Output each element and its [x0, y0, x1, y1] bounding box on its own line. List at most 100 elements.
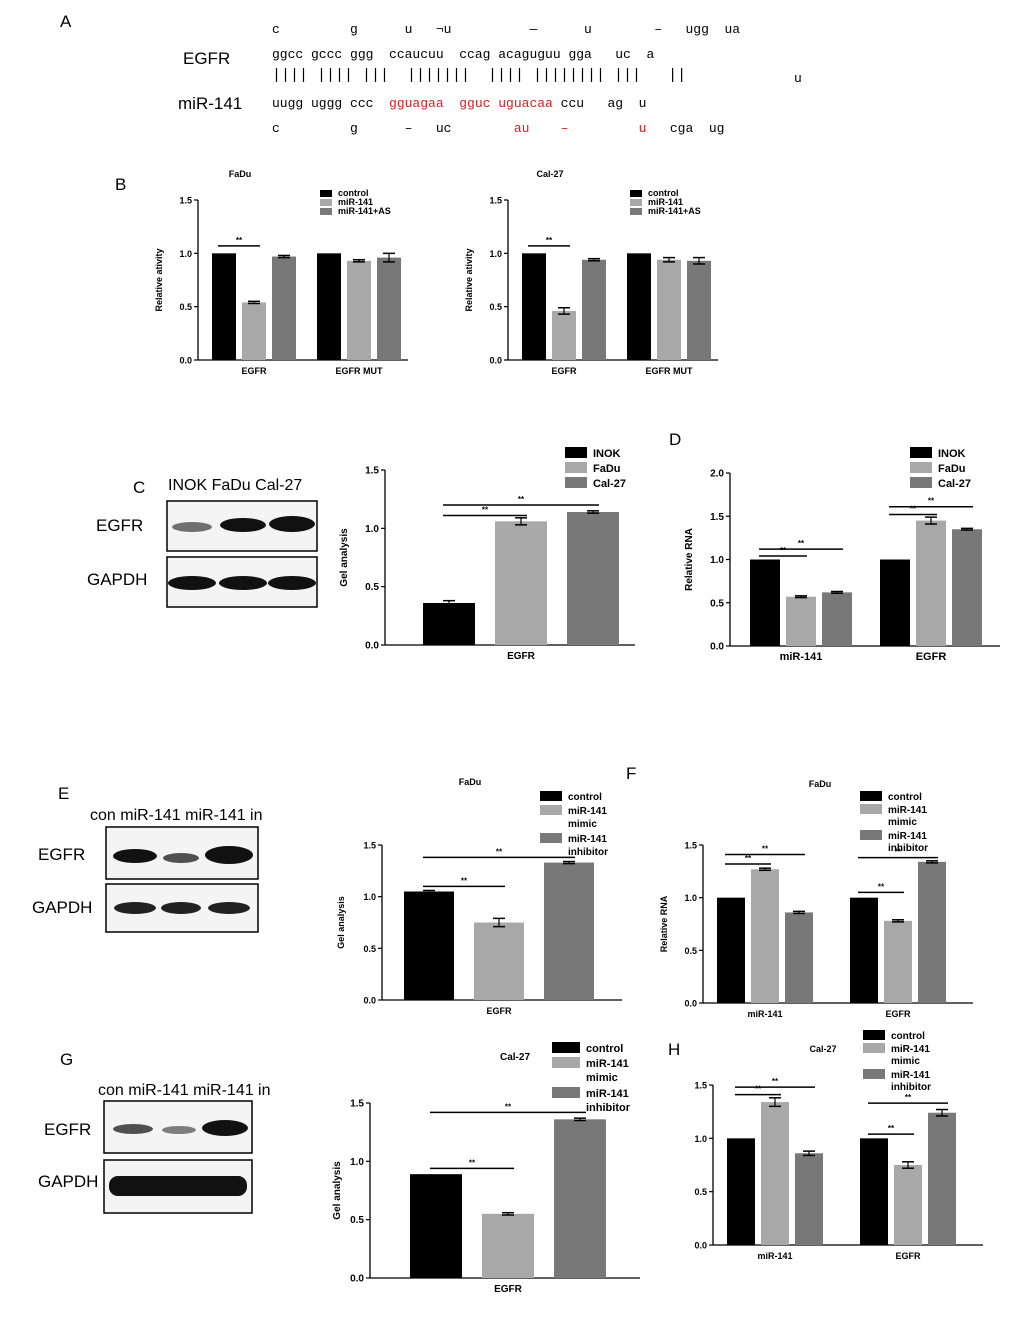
significance-label: ** [762, 844, 769, 853]
x-tick-label: miR-141 [757, 1251, 792, 1261]
y-axis-label: Gel analysis [332, 1161, 343, 1220]
legend-label: FaDu [938, 463, 966, 475]
y-tick-label: 0.5 [694, 1187, 707, 1197]
legend-swatch [565, 447, 587, 458]
x-tick-label: EGFR [885, 1009, 911, 1019]
significance-label: ** [546, 236, 553, 245]
blot-g-lane-labels: con miR-141 miR-141 in [98, 1082, 271, 1099]
legend-swatch [910, 462, 932, 473]
panel-label-h: H [668, 1040, 681, 1059]
legend-label: control [648, 188, 679, 198]
y-tick-label: 1.5 [694, 1081, 707, 1091]
y-tick-label: 0.5 [350, 1215, 364, 1226]
bar [567, 512, 619, 645]
bar [410, 1174, 462, 1278]
legend-label: control [586, 1043, 623, 1055]
legend-label: miR-141 [648, 197, 683, 207]
chart-d-rna: 0.0 0.5 1.0 1.5 2.0 Relative RNA miR-141 EGFR **… [684, 447, 1000, 663]
panel-label-b: B [115, 175, 127, 194]
legend-label: INOK [938, 448, 966, 460]
legend-swatch [565, 477, 587, 488]
bar [554, 1119, 606, 1278]
y-tick-label: 0.0 [710, 642, 724, 653]
y-axis-label: Gel analysis [339, 528, 350, 587]
bar [377, 257, 401, 360]
x-tick-label: EGFR [551, 366, 577, 376]
legend-label: control [338, 188, 369, 198]
legend-swatch [910, 447, 932, 458]
y-tick-label: 1.5 [179, 196, 192, 206]
sequence-segment: |||| |||| ||| ||||||| |||| |||||||| ||| … [272, 67, 687, 84]
legend-label: miR-141 [338, 197, 373, 207]
chart-e-gel: 0.0 0.5 1.0 1.5 Gel analysis FaDu EGFR ** ** cont… [336, 777, 622, 1016]
chart-b-fadu: 0.0 0.5 1.0 1.5 Relative ativity FaDu EGFR EGFR… [154, 169, 408, 376]
band [268, 576, 316, 590]
blot-c-egfr-label: EGFR [96, 516, 144, 535]
bar [404, 891, 454, 1000]
y-tick-label: 1.5 [489, 196, 502, 206]
legend-swatch [863, 1069, 885, 1079]
chart-title: Cal-27 [809, 1044, 836, 1054]
sequence-row-3-loop: u [794, 71, 802, 86]
significance-label: ** [236, 236, 243, 245]
y-tick-label: 1.5 [365, 466, 379, 477]
legend-label: miR-141+AS [648, 206, 701, 216]
bar [347, 260, 371, 360]
legend-swatch [630, 199, 642, 206]
legend-swatch [630, 190, 642, 197]
legend-swatch [910, 477, 932, 488]
y-tick-label: 1.0 [684, 893, 697, 903]
significance-label: ** [928, 497, 935, 506]
y-tick-label: 1.5 [363, 841, 376, 851]
bar [242, 302, 266, 360]
y-tick-label: 0.0 [489, 356, 502, 366]
significance-label: ** [518, 495, 525, 504]
band [220, 518, 266, 532]
chart-title: Cal-27 [536, 169, 563, 179]
legend-swatch [320, 199, 332, 206]
significance-label: ** [745, 854, 752, 863]
legend-label: Cal-27 [593, 478, 626, 490]
panel-label-a: A [60, 12, 72, 31]
y-axis-label: Relative RNA [659, 895, 669, 952]
legend-swatch [552, 1042, 580, 1053]
legend-label: FaDu [593, 463, 621, 475]
sequence-row-1: c g u ¬u — u – ugg ua [272, 22, 740, 37]
significance-label: ** [888, 1124, 895, 1133]
panel-label-d: D [669, 430, 682, 449]
y-tick-label: 1.5 [350, 1099, 364, 1110]
legend-swatch [540, 791, 562, 801]
chart-title: FaDu [459, 777, 482, 787]
legend-label: miR-141 inhibitor [891, 1070, 931, 1093]
bar [928, 1112, 956, 1245]
legend-swatch [552, 1057, 580, 1068]
bar [212, 253, 236, 360]
bar [687, 260, 711, 360]
bar [482, 1213, 534, 1278]
legend-swatch [630, 208, 642, 215]
sequence-segment: ggcc gccc ggg ccaucuu ccag acaguguu gga … [272, 47, 655, 62]
sequence-segment: gguagaa gguc uguacaa [389, 96, 553, 111]
bar [795, 1153, 823, 1245]
band [168, 576, 216, 590]
legend-label: INOK [593, 448, 621, 460]
bar [582, 259, 606, 360]
significance-label: ** [505, 1102, 512, 1111]
band [269, 516, 315, 532]
significance-label: ** [496, 847, 503, 856]
x-tick-label: EGFR MUT [646, 366, 693, 376]
bar [423, 603, 475, 645]
panel-label-c: C [133, 478, 146, 497]
blot-c-image [166, 500, 318, 608]
x-tick-label: EGFR [494, 1284, 523, 1295]
significance-label: ** [482, 506, 489, 515]
y-tick-label: 0.0 [684, 999, 697, 1009]
y-tick-label: 0.5 [684, 946, 697, 956]
panel-label-f: F [626, 764, 637, 783]
x-tick-label: EGFR [486, 1006, 512, 1016]
x-tick-label: EGFR [241, 366, 267, 376]
blot-c-lane-labels: INOK FaDu Cal-27 [168, 477, 303, 494]
legend-swatch [320, 190, 332, 197]
chart-b-cal27: 0.0 0.5 1.0 1.5 Relative ativity Cal-27 EGFR EG… [464, 169, 718, 376]
legend-label: miR-141+AS [338, 206, 391, 216]
